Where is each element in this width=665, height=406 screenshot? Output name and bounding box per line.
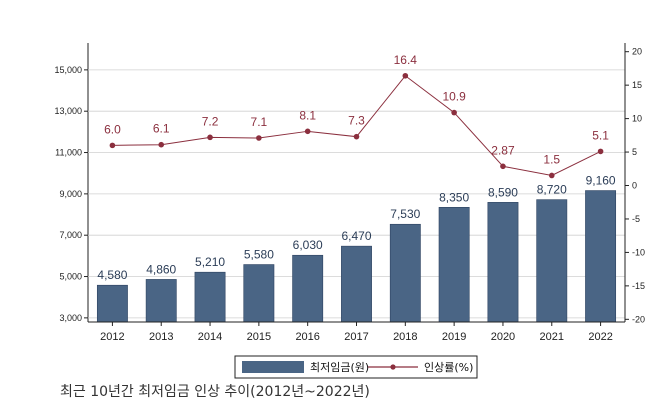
wage-bar-label: 4,580 — [97, 268, 127, 282]
left-tick-label: 5,000 — [59, 272, 82, 282]
wage-bar — [145, 279, 177, 323]
wage-bar-label: 5,210 — [195, 255, 225, 269]
right-tick-label: 5 — [632, 147, 637, 157]
increase-rate-point — [304, 128, 311, 135]
legend-label-rate: 인상률(%) — [424, 361, 473, 374]
wage-bar-label: 5,580 — [244, 248, 274, 262]
wage-bar — [487, 202, 519, 323]
increase-rate-label: 6.1 — [153, 122, 170, 136]
wage-bar — [292, 254, 324, 323]
x-tick-label: 2022 — [588, 331, 612, 343]
increase-rate-point — [353, 133, 360, 140]
increase-rate-point — [256, 135, 262, 141]
x-tick-label: 2018 — [393, 331, 417, 343]
x-tick-label: 2016 — [295, 331, 319, 343]
increase-rate-point — [548, 172, 555, 179]
wage-bar — [585, 190, 617, 323]
left-tick-label: 3,000 — [59, 313, 82, 323]
increase-rate-line: 6.0 6.1 7.2 7.1 8.1 7.3 16.4 10.9 2.87 1.5 5.1 — [104, 53, 609, 179]
left-tick-label: 9,000 — [59, 189, 82, 199]
right-tick-label: -15 — [632, 281, 645, 291]
wage-bar — [438, 207, 470, 323]
left-tick-label: 11,000 — [55, 148, 82, 158]
increase-rate-point — [158, 141, 165, 148]
increase-rate-label: 8.1 — [299, 108, 316, 122]
increase-rate-label: 7.1 — [251, 115, 268, 129]
legend-line-marker — [390, 364, 396, 370]
x-tick-label: 2015 — [247, 331, 271, 343]
increase-rate-point — [451, 109, 457, 116]
increase-rate-label: 7.2 — [202, 114, 219, 128]
wage-bar — [341, 245, 372, 323]
increase-rate-label: 2.87 — [491, 143, 515, 157]
wage-bars: 4,580 4,860 5,210 5,580 6,030 6,470 7,530 8,350… — [96, 174, 617, 323]
increase-rate-label: 10.9 — [442, 90, 466, 104]
increase-rate-label: 6.0 — [104, 122, 121, 136]
wage-bar-label: 8,590 — [488, 185, 518, 199]
increase-rate-point — [597, 148, 604, 155]
wage-bar-label: 6,030 — [293, 238, 323, 252]
wage-bar — [194, 271, 226, 323]
x-tick-label: 2014 — [198, 331, 222, 343]
right-tick-label: -20 — [632, 314, 645, 324]
x-tick-label: 2013 — [149, 331, 173, 343]
wage-bar-label: 8,350 — [439, 190, 469, 204]
left-axis: 3,000 5,000 7,000 9,000 11,000 13,000 15,000 — [54, 43, 625, 323]
legend-bar-swatch — [242, 361, 304, 373]
wage-bar-label: 4,860 — [146, 262, 176, 276]
wage-bar — [96, 284, 128, 323]
left-tick-label: 15,000 — [54, 65, 82, 75]
x-tick-label: 2012 — [100, 331, 124, 343]
right-tick-label: 15 — [632, 80, 642, 90]
right-tick-label: 10 — [632, 114, 642, 124]
wage-bar-label: 8,720 — [537, 183, 567, 197]
wage-bar — [243, 264, 275, 323]
increase-rate-point — [402, 72, 409, 79]
x-axis: 2012 2013 2014 2015 2016 2017 2018 2019 2020 2021… — [88, 321, 625, 343]
legend-label-wage: 최저임금(원) — [310, 361, 369, 374]
increase-rate-label: 5.1 — [592, 128, 609, 142]
x-tick-label: 2021 — [540, 331, 564, 343]
right-tick-label: 0 — [632, 181, 637, 191]
wage-bar-label: 6,470 — [341, 229, 371, 243]
increase-rate-point — [207, 134, 213, 141]
left-tick-label: 7,000 — [59, 230, 82, 240]
wage-bar — [389, 223, 421, 323]
wage-bar-label: 7,530 — [390, 207, 420, 221]
right-axis: -20 -15 -10 -5 0 5 10 15 20 — [624, 43, 645, 324]
x-tick-label: 2017 — [344, 331, 368, 343]
x-tick-label: 2020 — [491, 331, 515, 343]
left-tick-label: 13,000 — [54, 106, 82, 116]
increase-rate-point — [109, 142, 116, 149]
wage-bar — [536, 199, 568, 323]
increase-rate-point — [500, 163, 506, 170]
minimum-wage-chart: 3,000 5,000 7,000 9,000 11,000 13,000 15,000 -… — [54, 43, 645, 379]
increase-rate-label: 1.5 — [543, 152, 560, 166]
right-tick-label: -5 — [632, 214, 640, 224]
right-tick-label: -10 — [632, 247, 645, 257]
x-tick-label: 2019 — [442, 331, 466, 343]
legend: 최저임금(원) 인상률(%) — [234, 355, 478, 379]
increase-rate-label: 16.4 — [394, 53, 418, 67]
right-tick-label: 20 — [632, 47, 642, 57]
chart-caption: 최근 10년간 최저임금 인상 추이(2012년~2022년) — [60, 384, 370, 400]
wage-bar-label: 9,160 — [586, 174, 616, 188]
increase-rate-label: 7.3 — [348, 114, 365, 128]
